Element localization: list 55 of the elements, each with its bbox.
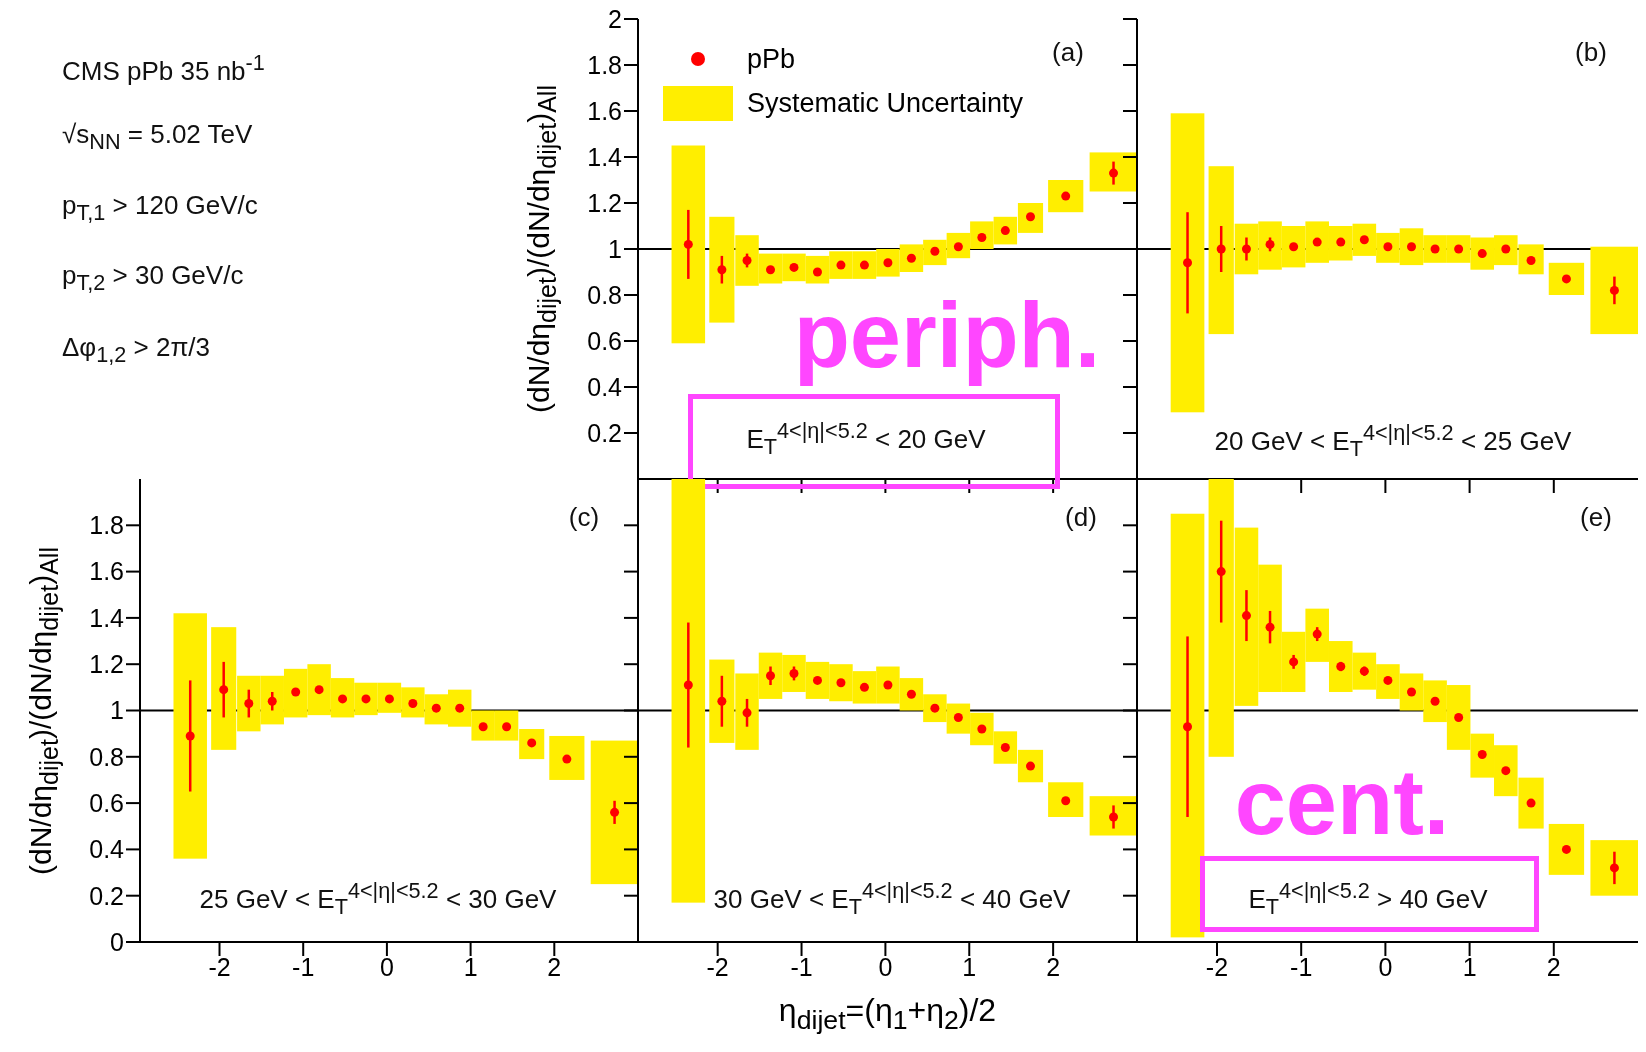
y-tick-label: 1.6 — [89, 557, 124, 586]
x-tick-label: -2 — [1205, 952, 1229, 981]
y-tick-label: 1 — [608, 234, 622, 263]
annotation: (c) — [568, 501, 600, 532]
annotation: 25 GeV < E$_{T}$$^{4<|η|<5.2}$ < 30 GeV — [199, 878, 557, 920]
x-axis-title: η$_{dijet}$=(η$_{1}$+η$_{2}$)/2 — [778, 992, 997, 1036]
y-tick-label: 1.8 — [89, 511, 124, 540]
annotation: (d) — [1065, 501, 1097, 532]
annotation: periph. — [793, 284, 1101, 387]
annotation: 30 GeV < E$_{T}$$^{4<|η|<5.2}$ < 40 GeV — [713, 878, 1071, 920]
x-tick-label: -2 — [706, 952, 729, 981]
y-tick-label: 0.4 — [89, 835, 125, 864]
x-tick-label: 1 — [962, 952, 977, 981]
y-tick-label: 1.2 — [89, 650, 124, 679]
annotation: (e) — [1580, 501, 1612, 532]
y-tick-label: 1.6 — [587, 96, 622, 125]
legend-label: pPb — [747, 43, 796, 75]
y-tick-label: 0.8 — [587, 280, 622, 309]
y-tick-label: 0 — [110, 927, 124, 956]
y-tick-label: 1.2 — [587, 188, 622, 217]
y-tick-label: 0.8 — [89, 742, 124, 771]
annotation: E$_{T}$$^{4<|η|<5.2}$ > 40 GeV — [1248, 878, 1488, 920]
annotation: 20 GeV < E$_{T}$$^{4<|η|<5.2}$ < 25 GeV — [1214, 420, 1572, 462]
text: Δφ$_{1,2}$ > 2π/3 — [62, 331, 211, 368]
y-tick-label: 0.2 — [587, 418, 622, 447]
x-tick-label: 1 — [1462, 952, 1477, 981]
y-tick-label: 0.4 — [587, 372, 623, 401]
x-tick-label: 2 — [1046, 952, 1061, 981]
text: p$_{T,2}$ > 30 GeV/c — [62, 259, 244, 296]
y-tick-label: 0.6 — [587, 326, 622, 355]
x-tick-label: -1 — [1290, 952, 1313, 981]
y-tick-label: 1 — [110, 696, 124, 725]
legend-label: Systematic Uncertainty — [747, 87, 1024, 119]
y-tick-label: 0.6 — [89, 788, 124, 817]
x-tick-label: 1 — [463, 952, 478, 981]
y-tick-label: 2 — [608, 4, 622, 33]
y-tick-label: 1.8 — [587, 50, 622, 79]
x-tick-label: -1 — [292, 952, 315, 981]
x-tick-label: 0 — [379, 952, 394, 981]
x-tick-label: 2 — [1546, 952, 1561, 981]
annotation: cent. — [1234, 751, 1450, 854]
annotation: (a) — [1052, 36, 1084, 67]
x-tick-label: 0 — [1378, 952, 1393, 981]
text: √s$_{NN}$ = 5.02 TeV — [62, 118, 253, 155]
y-tick-label: 0.2 — [89, 881, 124, 910]
y-tick-label: 1.4 — [587, 142, 623, 171]
x-tick-label: 0 — [878, 952, 893, 981]
y-tick-label: 1.4 — [89, 603, 125, 632]
x-tick-label: -1 — [790, 952, 813, 981]
x-tick-label: -2 — [208, 952, 231, 981]
annotation: (b) — [1575, 36, 1607, 67]
x-tick-label: 2 — [547, 952, 562, 981]
text: p$_{T,1}$ > 120 GeV/c — [62, 189, 258, 226]
annotation: E$_{T}$$^{4<|η|<5.2}$ < 20 GeV — [746, 418, 986, 460]
text: CMS pPb 35 nb$^{-1}$ — [62, 49, 265, 86]
